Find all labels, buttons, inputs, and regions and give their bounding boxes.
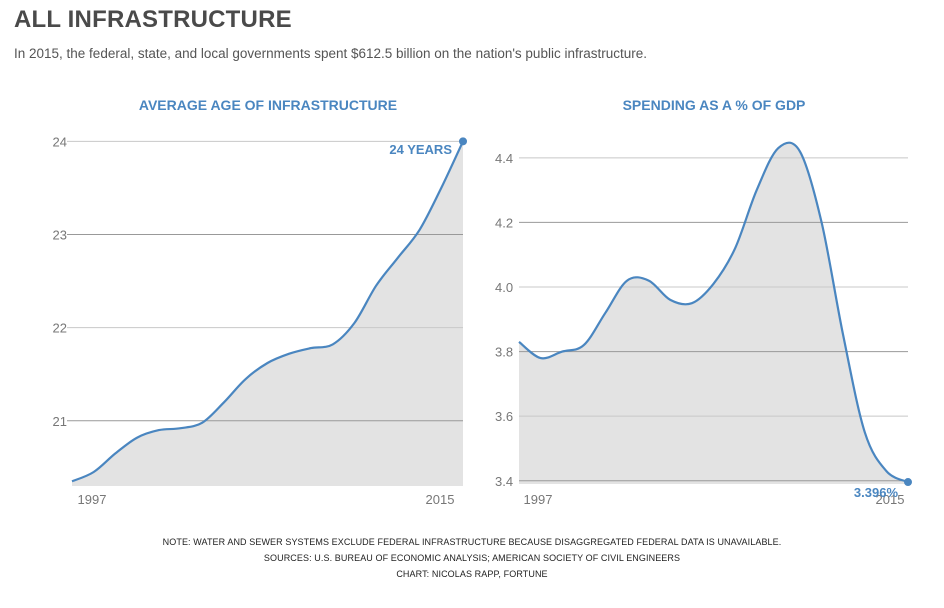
y-tick-label: 22 <box>53 321 67 336</box>
average-age-chart: AVERAGE AGE OF INFRASTRUCTURE 21 22 23 24 199… <box>53 97 467 507</box>
y-tick-label: 3.6 <box>495 409 513 424</box>
end-value-label: 24 YEARS <box>389 142 452 157</box>
y-tick-label: 4.0 <box>495 280 513 295</box>
series-line <box>71 140 464 483</box>
page-subtitle: In 2015, the federal, state, and local g… <box>14 46 647 61</box>
end-value-label: 3.396% <box>854 485 899 500</box>
y-tick-label: 24 <box>53 134 67 149</box>
note-text: NOTE: WATER AND SEWER SYSTEMS EXCLUDE FE… <box>162 537 782 547</box>
area-fill <box>519 142 908 485</box>
series-line <box>518 141 909 484</box>
y-tick-label: 21 <box>53 414 67 429</box>
area-fill <box>72 141 463 487</box>
y-tick-label: 3.8 <box>495 345 513 360</box>
y-tick-label: 3.4 <box>495 474 513 489</box>
page-title: ALL INFRASTRUCTURE <box>14 6 292 33</box>
credit-text: CHART: NICOLAS RAPP, FORTUNE <box>396 569 548 579</box>
sources-text: SOURCES: U.S. BUREAU OF ECONOMIC ANALYSI… <box>263 553 681 563</box>
x-tick-label: 2015 <box>876 492 905 507</box>
y-tick-label: 4.4 <box>495 151 513 166</box>
chart-title: AVERAGE AGE OF INFRASTRUCTURE <box>139 97 397 113</box>
x-tick-label: 2015 <box>426 492 455 507</box>
x-tick-label: 1997 <box>78 492 107 507</box>
x-tick-label: 1997 <box>524 492 553 507</box>
end-point <box>459 137 467 146</box>
end-point <box>904 478 912 487</box>
chart-title: SPENDING AS A % OF GDP <box>623 97 806 113</box>
y-tick-label: 4.2 <box>495 215 513 230</box>
spending-gdp-chart: SPENDING AS A % OF GDP 3.4 3.6 3.8 4.0 4.2 4.4… <box>495 97 912 507</box>
y-tick-label: 23 <box>53 227 67 242</box>
